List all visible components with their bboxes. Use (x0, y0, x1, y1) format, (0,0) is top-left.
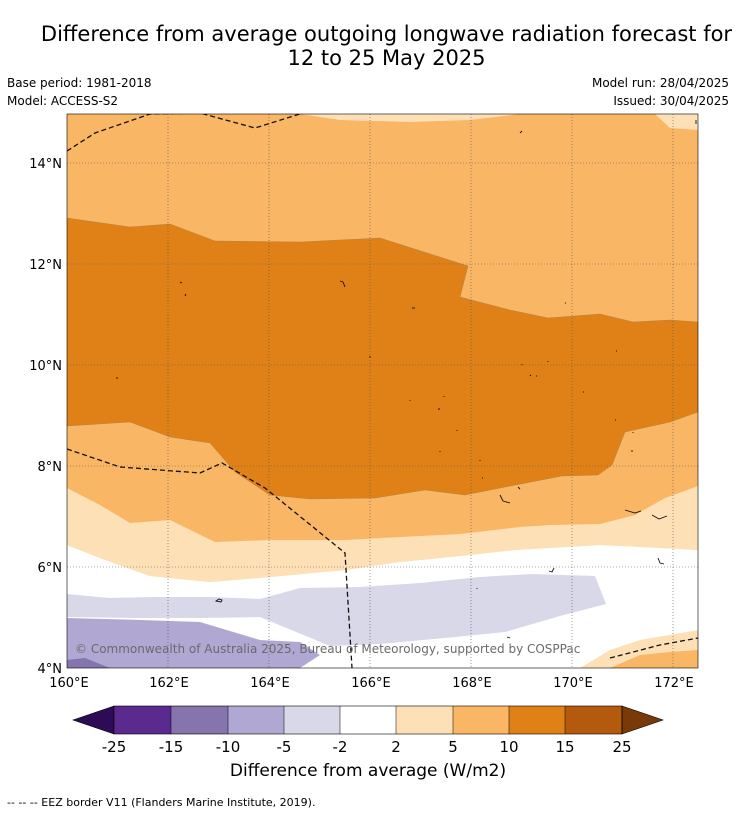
colorbar-label-7: 5 (448, 738, 458, 756)
colorbar-label-9: 15 (555, 738, 574, 756)
lat-tick-10n: 10°N (29, 359, 62, 374)
lat-tick-6n: 6°N (38, 561, 63, 576)
lon-tick-164e: 164°E (250, 676, 290, 691)
map-copyright: © Commonwealth of Australia 2025, Bureau… (75, 642, 580, 656)
band-minus-5-10 (67, 618, 320, 668)
colorbar-bin-1 (114, 706, 171, 734)
colorbar-title: Difference from average (W/m2) (229, 761, 507, 781)
page-title: Difference from average outgoing longwav… (0, 22, 736, 70)
lat-tick-8n: 8°N (38, 460, 63, 475)
model-run: Model run: 28/04/2025 (591, 76, 729, 90)
lon-tick-160e: 160°E (49, 676, 89, 691)
lon-tick-170e: 170°E (553, 676, 593, 691)
title-line-1: Difference from average outgoing longwav… (40, 22, 733, 46)
lon-axis: 160°E 162°E 164°E 166°E 168°E 170°E 172°… (49, 676, 694, 691)
band-minus-10-15 (67, 658, 110, 668)
graticule (67, 114, 698, 668)
band-2-5-top (300, 114, 520, 122)
colorbar-label-4: -5 (277, 738, 292, 756)
band-5-10-se (610, 650, 698, 668)
colorbar-label-1: -25 (102, 738, 127, 756)
colorbar-under-arrow (72, 705, 115, 735)
meta-right: Model run: 28/04/2025 Issued: 30/04/2025 (592, 74, 729, 110)
lat-tick-4n: 4°N (38, 662, 63, 677)
lon-tick-172e: 172°E (654, 676, 694, 691)
colorbar-bin-7 (453, 706, 509, 734)
colorbar-label-2: -15 (159, 738, 184, 756)
model-name: Model: ACCESS-S2 (7, 94, 119, 108)
colorbar-bin-3 (228, 706, 284, 734)
meta-left: Base period: 1981-2018 Model: ACCESS-S2 (7, 74, 152, 110)
lat-tick-12n: 12°N (29, 258, 62, 273)
lat-tick-14n: 14°N (29, 157, 62, 172)
colorbar-label-3: -10 (216, 738, 241, 756)
lon-tick-166e: 166°E (351, 676, 391, 691)
colorbar: -25 -15 -10 -5 -2 2 5 10 15 25 (72, 705, 664, 756)
colorbar-label-6: 2 (391, 738, 401, 756)
lat-axis: 4°N 6°N 8°N 10°N 12°N 14°N (29, 157, 62, 677)
colorbar-bin-5 (340, 706, 396, 734)
colorbar-label-8: 10 (499, 738, 518, 756)
colorbar-bin-8 (509, 706, 565, 734)
map-plot (67, 114, 698, 668)
eez-borders (67, 114, 698, 668)
issued-date: Issued: 30/04/2025 (613, 94, 729, 108)
colorbar-over-arrow (621, 705, 664, 735)
lon-tick-162e: 162°E (149, 676, 189, 691)
atolls (116, 120, 697, 639)
colorbar-bin-2 (171, 706, 228, 734)
colorbar-label-10: 25 (612, 738, 631, 756)
contour-lines (67, 217, 698, 500)
title-line-2: 12 to 25 May 2025 (287, 46, 486, 70)
band-2-5-south (67, 486, 698, 582)
base-period: Base period: 1981-2018 (7, 76, 152, 90)
colorbar-labels: -25 -15 -10 -5 -2 2 5 10 15 25 (102, 738, 632, 756)
map-frame (66, 113, 699, 669)
lon-tick-168e: 168°E (452, 676, 492, 691)
band-2-5-corner (655, 114, 698, 130)
colorbar-bin-4 (284, 706, 340, 734)
colorbar-bin-6 (396, 706, 453, 734)
colorbar-label-5: -2 (333, 738, 348, 756)
band-10-15 (67, 218, 698, 499)
eez-legend: -- -- -- EEZ border V11 (Flanders Marine… (7, 796, 316, 809)
colorbar-bin-9 (565, 706, 622, 734)
